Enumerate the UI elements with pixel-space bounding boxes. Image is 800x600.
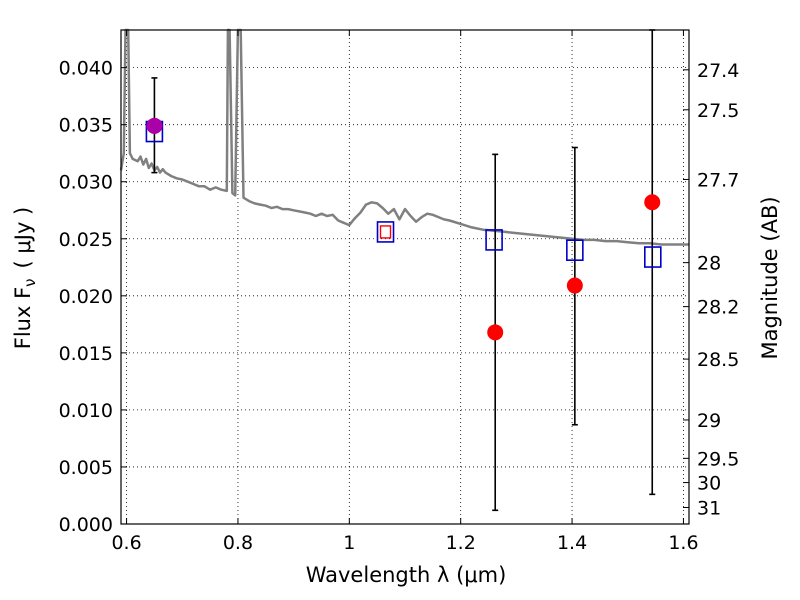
y2-tick-label: 27.5	[697, 100, 739, 122]
y-tick-label: 0.035	[59, 115, 113, 137]
y-axis-label: Flux Fν ( μJy )	[11, 207, 39, 350]
spectrum-line	[119, 28, 689, 246]
data-markers	[145, 117, 662, 341]
y2-tick-label: 27.7	[697, 169, 739, 191]
model-square-point	[376, 221, 395, 243]
y2-tick-label: 30	[697, 473, 721, 495]
axis-ticks: 0.6 0.8 1 1.2 1.4 1.6 0.000 0.005 0.010 0.015 0.02…	[59, 30, 739, 554]
model-square-point	[644, 246, 662, 268]
observed-point	[566, 277, 583, 294]
y2-axis-label: Magnitude (AB)	[758, 196, 782, 359]
y-axis-label-units: ( μJy )	[11, 207, 35, 269]
axes-frame	[120, 29, 690, 525]
y2-tick-label: 27.4	[697, 60, 739, 82]
y2-tick-label: 29.5	[697, 448, 739, 470]
y-tick-label: 0.010	[59, 400, 113, 422]
observed-point	[146, 117, 163, 134]
x-tick-label: 1.6	[668, 532, 698, 554]
y-tick-label: 0.015	[59, 343, 113, 365]
y-axis-label-subscript: ν	[21, 278, 39, 286]
x-tick-label: 1.2	[446, 532, 476, 554]
x-tick-label: 1	[343, 532, 355, 554]
y2-tick-label: 29	[697, 410, 721, 432]
y-axis-label-main: Flux F	[11, 287, 35, 349]
y-tick-label: 0.025	[59, 229, 113, 251]
x-tick-label: 0.8	[223, 532, 253, 554]
grid-lines	[121, 30, 689, 525]
x-tick-label: 1.4	[557, 532, 587, 554]
y-tick-label: 0.005	[59, 457, 113, 479]
model-square-point	[485, 229, 503, 251]
observed-point	[487, 324, 504, 341]
y2-tick-label: 31	[697, 498, 721, 520]
y2-tick-label: 28	[697, 253, 721, 275]
template-spectrum	[119, 28, 689, 246]
x-tick-label: 0.6	[111, 532, 141, 554]
y-tick-label: 0.000	[59, 514, 113, 536]
x-axis-label: Wavelength λ (μm)	[306, 563, 507, 587]
y-tick-label: 0.020	[59, 286, 113, 308]
y2-tick-label: 28.5	[697, 349, 739, 371]
y-tick-label: 0.030	[59, 172, 113, 194]
y2-tick-label: 28.2	[697, 297, 739, 319]
observed-point	[644, 194, 661, 211]
model-square-point	[566, 239, 584, 261]
y-tick-label: 0.040	[59, 58, 113, 80]
band-square-point	[379, 225, 392, 239]
